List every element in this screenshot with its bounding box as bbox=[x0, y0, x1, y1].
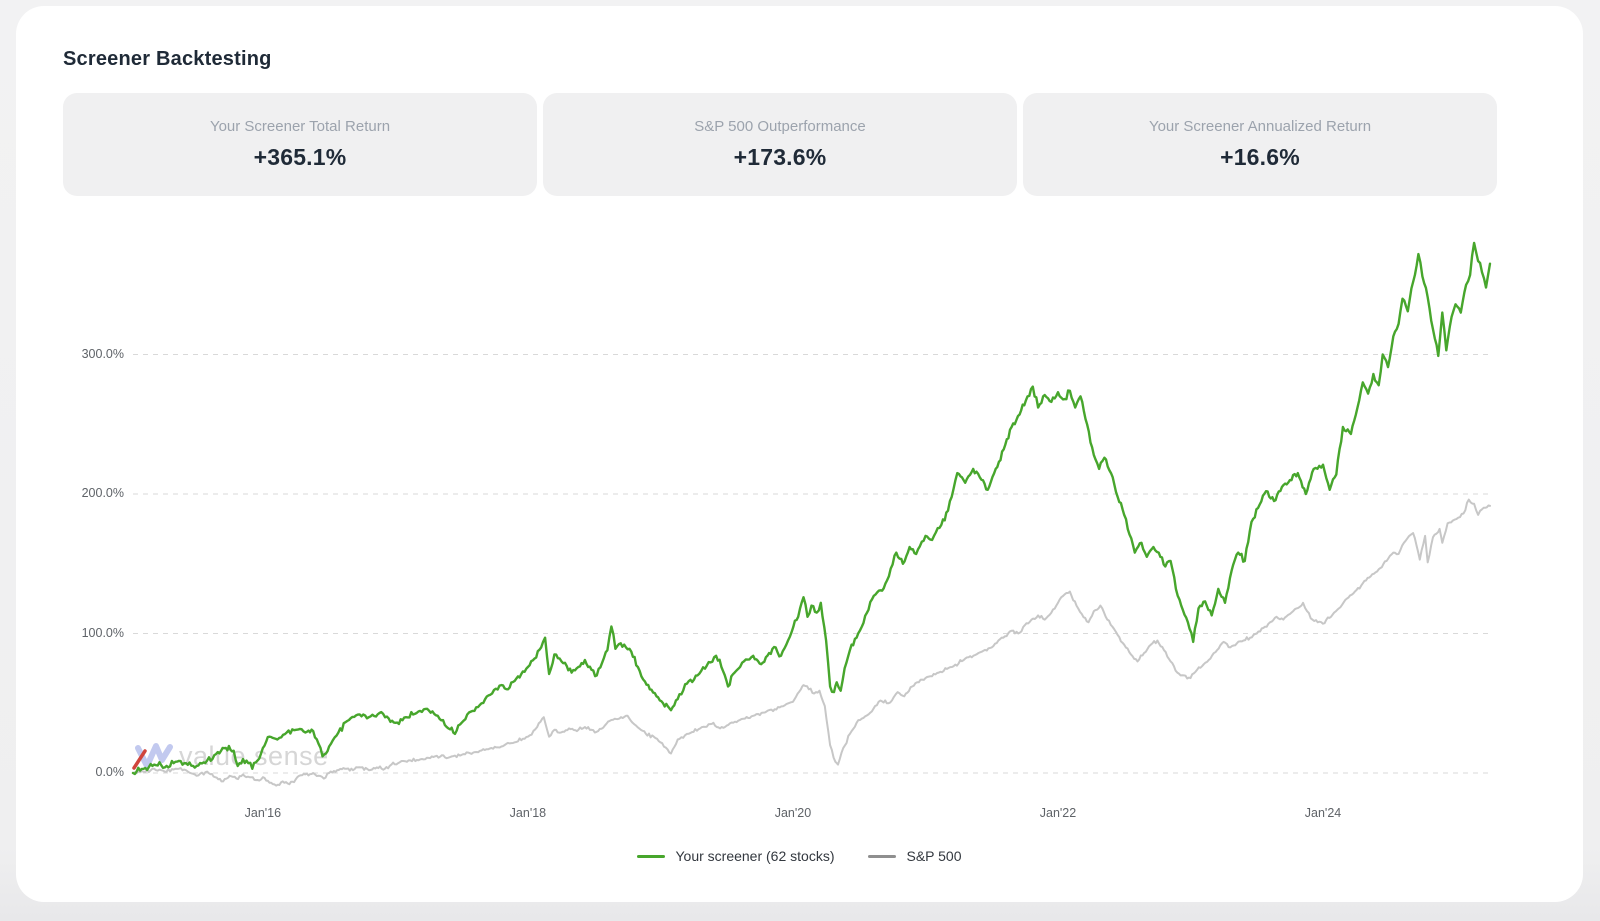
y-tick-300.0%: 300.0% bbox=[81, 346, 124, 361]
series-line-screener bbox=[131, 241, 1492, 776]
backtest-chart[interactable]: value sense 0.0% 100.0% 200.0% 300.0% Jan'1… bbox=[80, 205, 1500, 865]
legend-item-screener[interactable]: Your screener (62 stocks) bbox=[637, 848, 834, 864]
x-tick-Jan'24: Jan'24 bbox=[1304, 806, 1342, 820]
x-tick-Jan'20: Jan'20 bbox=[774, 806, 812, 820]
screener-backtesting-panel: Screener Backtesting Your Screener Total… bbox=[16, 6, 1583, 902]
screener-series-swatch bbox=[637, 854, 666, 858]
stat-card-total-return: Your Screener Total Return +365.1% bbox=[63, 93, 537, 196]
x-tick-Jan'18: Jan'18 bbox=[509, 806, 547, 820]
chart-legend: Your screener (62 stocks) S&P 500 bbox=[16, 845, 1583, 867]
gridlines bbox=[133, 354, 1490, 774]
stat-label: Your Screener Annualized Return bbox=[1148, 118, 1372, 135]
stat-label: Your Screener Total Return bbox=[209, 118, 391, 135]
legend-label: S&P 500 bbox=[906, 848, 962, 864]
stat-card-sp500-outperformance: S&P 500 Outperformance +173.6% bbox=[543, 93, 1017, 196]
x-tick-Jan'22: Jan'22 bbox=[1039, 806, 1077, 820]
sp500-series-swatch bbox=[868, 854, 897, 858]
page-title: Screener Backtesting bbox=[63, 48, 272, 70]
y-tick-0.0%: 0.0% bbox=[95, 765, 125, 779]
stat-card-annualized-return: Your Screener Annualized Return +16.6% bbox=[1023, 93, 1497, 196]
y-tick-100.0%: 100.0% bbox=[81, 625, 124, 640]
x-tick-Jan'16: Jan'16 bbox=[244, 806, 282, 820]
stat-value: +173.6% bbox=[733, 144, 827, 170]
stat-label: S&P 500 Outperformance bbox=[694, 118, 866, 135]
stat-value: +365.1% bbox=[253, 144, 347, 170]
y-tick-200.0%: 200.0% bbox=[81, 486, 124, 500]
series-line-sp500 bbox=[132, 498, 1491, 787]
stat-value: +16.6% bbox=[1220, 144, 1300, 170]
stats-row: Your Screener Total Return +365.1% S&P 5… bbox=[63, 93, 1497, 196]
chart-plot-area[interactable] bbox=[80, 205, 1500, 865]
legend-item-sp500[interactable]: S&P 500 bbox=[868, 848, 962, 864]
legend-label: Your screener (62 stocks) bbox=[675, 848, 835, 864]
